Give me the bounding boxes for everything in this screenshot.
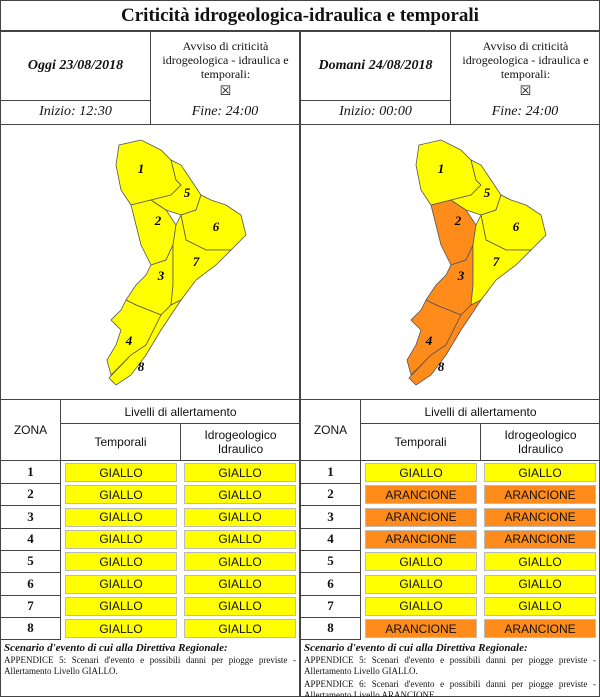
notice: Avviso di criticità idrogeologica - idra… (462, 39, 589, 81)
start-time: Inizio: 12:30 (1, 100, 151, 125)
level-cell: ARANCIONE (484, 485, 596, 505)
zone-number: 4 (301, 527, 361, 551)
zone-number: 2 (301, 483, 361, 507)
scenario-title: Scenario d'evento di cui alla Direttiva … (304, 642, 528, 655)
zone-header: ZONA (301, 399, 361, 461)
zone-label: 6 (513, 219, 520, 234)
level-cell: GIALLO (65, 574, 177, 594)
map-zone (108, 298, 183, 386)
col-header: Idrogeologico Idraulico (480, 423, 600, 461)
zone-number: 3 (301, 505, 361, 529)
level-cell: GIALLO (484, 463, 596, 482)
zone-header: ZONA (1, 399, 61, 461)
level-cell: GIALLO (65, 619, 177, 639)
zone-label: 3 (457, 268, 465, 283)
map-zone (450, 159, 502, 216)
zone-number: 1 (1, 461, 61, 484)
level-cell: GIALLO (365, 596, 477, 616)
col-header: Idrogeologico Idraulico (180, 423, 300, 461)
map-zone (408, 298, 483, 386)
panel: Domani 24/08/2018 Avviso di criticità idr… (300, 31, 600, 697)
level-cell: GIALLO (65, 596, 177, 616)
level-cell: ARANCIONE (484, 507, 596, 527)
level-cell: GIALLO (184, 596, 296, 616)
levels-header: Livelli di allertamento (60, 399, 300, 424)
level-cell: ARANCIONE (365, 485, 477, 505)
zone-number: 5 (301, 550, 361, 574)
col-header: Temporali (60, 423, 181, 461)
level-cell: ARANCIONE (484, 529, 596, 549)
zone-label: 5 (184, 185, 191, 200)
level-cell: GIALLO (65, 507, 177, 527)
zone-number: 8 (301, 617, 361, 641)
level-cell: GIALLO (184, 485, 296, 505)
level-cell: GIALLO (65, 529, 177, 549)
level-cell: GIALLO (365, 463, 477, 482)
zone-number: 5 (1, 550, 61, 574)
level-cell: ARANCIONE (484, 619, 596, 639)
checkbox: ☒ (519, 83, 532, 98)
title: Criticità idrogeologica-idraulica e temp… (0, 0, 600, 31)
level-cell: ARANCIONE (365, 507, 477, 527)
level-cell: GIALLO (184, 507, 296, 527)
zone-label: 5 (484, 185, 491, 200)
level-cell: ARANCIONE (365, 529, 477, 549)
zone-number: 4 (1, 527, 61, 551)
zone-label: 4 (425, 333, 433, 348)
map: 1 2 3 4 5 6 7 8 (106, 139, 247, 386)
zone-label: 1 (438, 161, 445, 176)
zone-label: 7 (193, 254, 200, 269)
zone-label: 6 (213, 219, 220, 234)
start-time: Inizio: 00:00 (301, 100, 451, 125)
checkbox: ☒ (219, 83, 232, 98)
scenario-text: APPENDICE 6: Scenari d'evento e possibil… (304, 679, 596, 697)
map-zone (106, 299, 162, 376)
zone-label: 8 (438, 359, 445, 374)
zone-number: 7 (301, 594, 361, 618)
zone-label: 7 (493, 254, 500, 269)
level-cell: GIALLO (65, 485, 177, 505)
level-cell: GIALLO (65, 463, 177, 482)
end-time: Fine: 24:00 (150, 100, 300, 125)
level-cell: GIALLO (184, 463, 296, 482)
zone-number: 2 (1, 483, 61, 507)
map-zone (406, 299, 462, 376)
map-zone (150, 159, 202, 216)
level-cell: ARANCIONE (365, 619, 477, 639)
level-cell: GIALLO (365, 574, 477, 594)
level-cell: GIALLO (484, 574, 596, 594)
zone-label: 8 (138, 359, 145, 374)
scenario-text: APPENDICE 5: Scenari d'evento e possibil… (304, 655, 596, 677)
zone-label: 2 (154, 213, 162, 228)
col-header: Temporali (360, 423, 481, 461)
level-cell: GIALLO (484, 596, 596, 616)
zone-label: 2 (454, 213, 462, 228)
zone-number: 1 (301, 461, 361, 484)
level-cell: GIALLO (365, 552, 477, 572)
map: 1 2 3 4 5 6 7 8 (406, 139, 547, 386)
zone-number: 6 (1, 572, 61, 596)
date: Oggi 23/08/2018 (1, 32, 151, 101)
zone-number: 6 (301, 572, 361, 596)
level-cell: GIALLO (65, 552, 177, 572)
scenario-text: APPENDICE 5: Scenari d'evento e possibil… (4, 655, 296, 677)
level-cell: GIALLO (184, 529, 296, 549)
zone-number: 8 (1, 617, 61, 641)
level-cell: GIALLO (184, 619, 296, 639)
zone-label: 3 (157, 268, 165, 283)
scenario-title: Scenario d'evento di cui alla Direttiva … (4, 642, 228, 655)
zone-number: 3 (1, 505, 61, 529)
panel: Oggi 23/08/2018 Avviso di criticità idrog… (0, 31, 300, 697)
level-cell: GIALLO (184, 574, 296, 594)
date: Domani 24/08/2018 (301, 32, 451, 101)
levels-header: Livelli di allertamento (360, 399, 600, 424)
zone-label: 1 (138, 161, 145, 176)
notice: Avviso di criticità idrogeologica - idra… (162, 39, 289, 81)
level-cell: GIALLO (184, 552, 296, 572)
level-cell: GIALLO (484, 552, 596, 572)
zone-label: 4 (125, 333, 133, 348)
end-time: Fine: 24:00 (450, 100, 600, 125)
zone-number: 7 (1, 594, 61, 618)
